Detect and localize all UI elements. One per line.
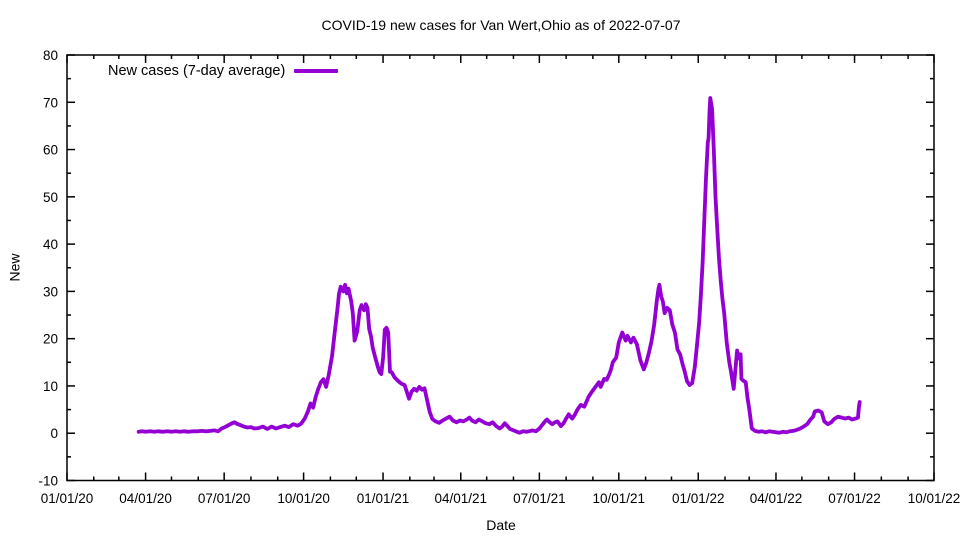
x-tick-label: 01/01/22 [672,491,725,506]
x-tick-label: 07/01/21 [513,491,566,506]
y-tick-label: 60 [43,143,58,158]
y-tick-label: 40 [43,237,58,252]
y-axis-label: New [6,253,23,282]
legend: New cases (7-day average) [108,63,339,79]
x-tick-label: 10/01/21 [593,491,646,506]
y-tick-label: 0 [50,426,58,441]
y-tick-label: 10 [43,379,58,394]
y-tick-label: 30 [43,284,58,299]
x-axis-label: Date [486,517,516,533]
x-tick-label: 01/01/20 [41,491,94,506]
y-tick-label: -10 [38,474,58,489]
chart-title: COVID-19 new cases for Van Wert,Ohio as … [321,17,681,33]
y-tick-label: 80 [43,48,58,63]
x-tick-label: 07/01/22 [828,491,881,506]
axis-ticks [66,54,935,482]
series-line-new-cases [136,96,862,435]
x-tick-label: 04/01/21 [434,491,487,506]
legend-line-sample [294,69,339,73]
x-tick-label: 10/01/20 [277,491,330,506]
x-tick-label: 01/01/21 [357,491,410,506]
y-tick-label: 70 [43,95,58,110]
x-tick-label: 04/01/22 [750,491,803,506]
y-tick-label: 20 [43,332,58,347]
x-tick-label: 07/01/20 [198,491,251,506]
legend-entry-label: New cases (7-day average) [108,63,286,79]
plot-frame [66,54,935,482]
x-tick-label: 10/01/22 [908,491,960,506]
x-tick-label: 04/01/20 [119,491,172,506]
axis-tick-labels: 01/01/20 04/01/20 07/01/20 10/01/20 01/01/21… [38,48,960,506]
y-tick-label: 50 [43,190,58,205]
